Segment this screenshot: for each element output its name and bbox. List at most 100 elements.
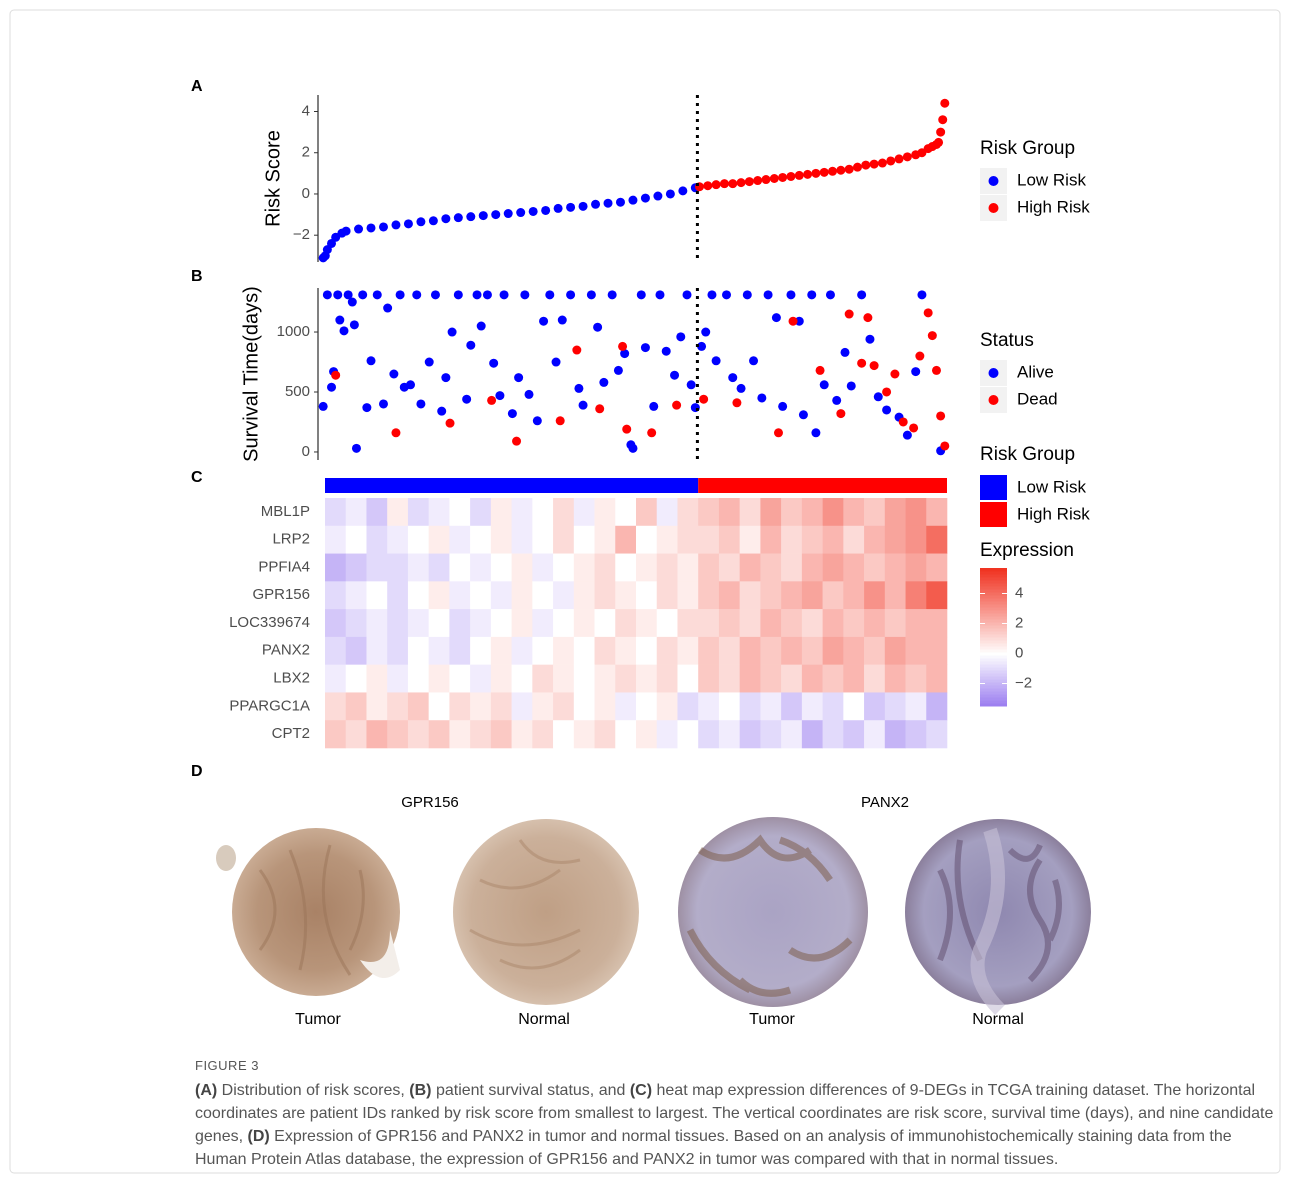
heat-cell <box>843 498 865 527</box>
heat-cell <box>698 609 720 638</box>
colorbar-segment <box>980 574 1007 578</box>
heat-cell <box>718 498 740 527</box>
heat-cell <box>636 609 658 638</box>
heat-cell <box>864 553 886 582</box>
point <box>846 381 856 391</box>
point <box>476 321 486 331</box>
point <box>453 290 463 300</box>
heat-cell <box>822 581 844 610</box>
heat-cell <box>428 498 450 527</box>
point <box>628 443 638 453</box>
colorbar-segment <box>980 655 1007 659</box>
point <box>512 436 522 446</box>
point <box>882 387 892 397</box>
point <box>902 430 912 440</box>
heat-cell <box>698 525 720 554</box>
caption-panel-ref: (C) <box>629 1082 653 1099</box>
point <box>863 313 873 323</box>
heat-cell <box>884 692 906 721</box>
heat-cell <box>511 664 533 693</box>
heat-cell <box>325 609 347 638</box>
point <box>383 303 393 313</box>
point <box>940 441 950 451</box>
heat-cell <box>718 664 740 693</box>
point <box>395 290 405 300</box>
point <box>877 158 887 168</box>
caption-segment: heat map expression differences of 9-DEG… <box>195 1082 1274 1145</box>
heat-cell <box>470 692 492 721</box>
heat-cell <box>636 720 658 749</box>
heat-cell <box>345 692 367 721</box>
point <box>771 313 781 323</box>
heat-cell <box>366 636 388 665</box>
heat-cell <box>884 609 906 638</box>
point <box>882 405 892 415</box>
point <box>909 423 919 433</box>
tissue-label: Normal <box>972 1011 1024 1028</box>
heat-cell <box>615 692 637 721</box>
heat-cell <box>449 720 471 749</box>
heat-cell <box>781 664 803 693</box>
y-axis-title: Survival Time(days) <box>240 286 262 462</box>
point <box>372 290 382 300</box>
point <box>572 345 582 355</box>
legend-marker <box>988 395 999 405</box>
point <box>869 361 879 371</box>
tissue-core <box>232 828 400 996</box>
heat-cell <box>926 498 948 527</box>
heat-cell <box>594 664 616 693</box>
heat-cell <box>490 720 512 749</box>
point <box>378 222 388 232</box>
colorbar-segment <box>980 646 1007 650</box>
colorbar-segment <box>980 595 1007 599</box>
heat-cell <box>781 609 803 638</box>
heat-cell <box>387 664 409 693</box>
colorbar-label: 2 <box>1015 614 1023 631</box>
tissue-texture <box>360 930 400 978</box>
heat-cell <box>905 581 927 610</box>
point <box>936 127 946 137</box>
heat-cell <box>822 525 844 554</box>
point <box>545 290 555 300</box>
point <box>539 316 549 326</box>
heat-cell <box>490 525 512 554</box>
heat-cell <box>366 664 388 693</box>
heat-cell <box>490 664 512 693</box>
point <box>811 428 821 438</box>
group-bar <box>325 478 699 493</box>
legend-label: High Risk <box>1017 197 1090 216</box>
heat-cell <box>366 720 388 749</box>
point <box>362 403 372 413</box>
heat-cell <box>470 525 492 554</box>
point <box>898 417 908 427</box>
heat-cell <box>760 664 782 693</box>
colorbar-label: 4 <box>1015 584 1023 601</box>
heat-cell <box>864 720 886 749</box>
heat-cell <box>511 609 533 638</box>
heat-cell <box>926 553 948 582</box>
heat-cell <box>573 664 595 693</box>
point <box>441 214 451 224</box>
point <box>769 174 779 183</box>
gene-label: GPR156 <box>401 794 459 811</box>
point <box>811 168 821 178</box>
heat-cell <box>594 525 616 554</box>
point <box>335 315 345 325</box>
heat-cell <box>884 498 906 527</box>
point <box>682 290 692 300</box>
heat-cell <box>470 636 492 665</box>
heat-cell <box>905 609 927 638</box>
point <box>672 400 682 410</box>
legend-label: Alive <box>1017 362 1054 381</box>
point <box>938 115 948 125</box>
heat-cell <box>345 553 367 582</box>
point <box>437 406 447 416</box>
heat-cell <box>739 692 761 721</box>
heat-cell <box>345 609 367 638</box>
heat-cell <box>843 609 865 638</box>
point <box>620 349 630 359</box>
heat-cell <box>698 581 720 610</box>
heat-cell <box>594 720 616 749</box>
heat-cell <box>387 692 409 721</box>
